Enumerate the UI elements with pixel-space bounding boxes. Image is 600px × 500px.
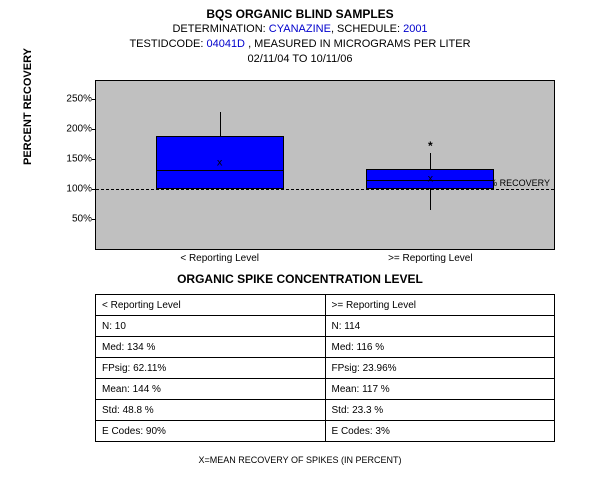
table-cell: < Reporting Level <box>96 295 326 316</box>
mean-marker: x <box>217 157 223 168</box>
table-row: E Codes: 90%E Codes: 3% <box>96 421 555 442</box>
y-tick-label: 150% <box>66 154 92 165</box>
testidcode-value: 04041D <box>206 38 245 50</box>
table-row: < Reporting Level>= Reporting Level <box>96 295 555 316</box>
table-cell: >= Reporting Level <box>325 295 555 316</box>
title-line2: DETERMINATION: CYANAZINE, SCHEDULE: 2001 <box>0 22 600 37</box>
y-tick-label: 200% <box>66 124 92 135</box>
y-tick-label: 250% <box>66 94 92 105</box>
x-category-label: < Reporting Level <box>180 253 259 264</box>
table-cell: Std: 23.3 % <box>325 400 555 421</box>
table-cell: Med: 134 % <box>96 337 326 358</box>
median-line <box>157 170 283 171</box>
table-cell: Med: 116 % <box>325 337 555 358</box>
table-cell: E Codes: 3% <box>325 421 555 442</box>
whisker-lower <box>430 189 431 210</box>
title-main: BQS ORGANIC BLIND SAMPLES <box>0 6 600 22</box>
boxplot-chart: 50%100%150%200%250%100% RECOVERYx< Repor… <box>95 80 555 250</box>
stats-table: < Reporting Level>= Reporting LevelN: 10… <box>95 294 555 442</box>
title-line4: 02/11/04 TO 10/11/06 <box>0 52 600 67</box>
table-row: Std: 48.8 %Std: 23.3 % <box>96 400 555 421</box>
title-line3: TESTIDCODE: 04041D , MEASURED IN MICROGR… <box>0 37 600 52</box>
table-cell: Std: 48.8 % <box>96 400 326 421</box>
table-cell: FPsig: 62.11% <box>96 358 326 379</box>
table-cell: Mean: 117 % <box>325 379 555 400</box>
table-row: N: 10N: 114 <box>96 316 555 337</box>
table-row: Mean: 144 %Mean: 117 % <box>96 379 555 400</box>
recovery-reference-line <box>96 189 554 190</box>
y-tick-label: 50% <box>72 214 92 225</box>
table-cell: Mean: 144 % <box>96 379 326 400</box>
table-cell: N: 114 <box>325 316 555 337</box>
outlier-marker: * <box>428 139 433 153</box>
x-axis-title: ORGANIC SPIKE CONCENTRATION LEVEL <box>0 272 600 286</box>
table-cell: FPsig: 23.96% <box>325 358 555 379</box>
schedule-value: 2001 <box>403 23 427 35</box>
whisker-upper <box>220 112 221 136</box>
determination-value: CYANAZINE <box>269 23 331 35</box>
y-tick-label: 100% <box>66 184 92 195</box>
y-axis-label: PERCENT RECOVERY <box>22 48 34 165</box>
mean-marker: x <box>427 173 433 184</box>
whisker-upper <box>430 153 431 169</box>
table-row: Med: 134 %Med: 116 % <box>96 337 555 358</box>
table-cell: N: 10 <box>96 316 326 337</box>
table-cell: E Codes: 90% <box>96 421 326 442</box>
x-category-label: >= Reporting Level <box>388 253 473 264</box>
table-row: FPsig: 62.11%FPsig: 23.96% <box>96 358 555 379</box>
footnote: X=MEAN RECOVERY OF SPIKES (IN PERCENT) <box>0 455 600 465</box>
title-block: BQS ORGANIC BLIND SAMPLES DETERMINATION:… <box>0 0 600 67</box>
